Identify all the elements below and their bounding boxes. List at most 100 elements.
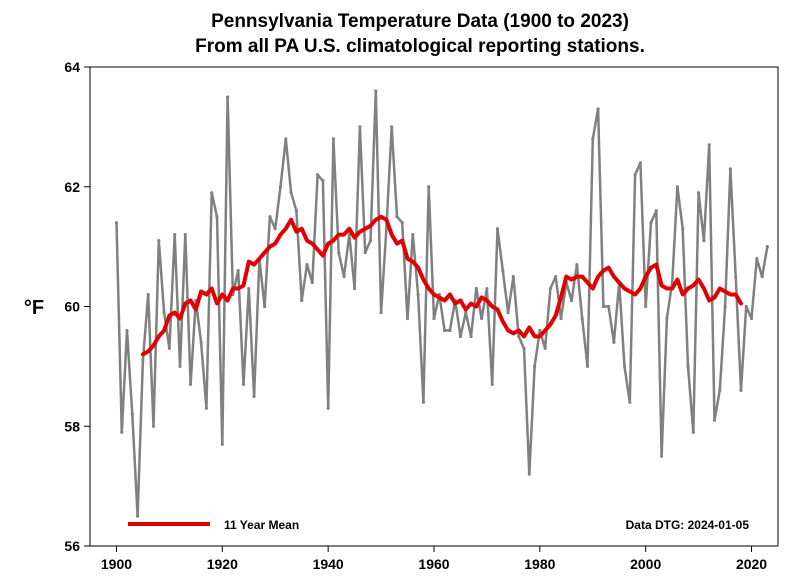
data-point-annual [633, 173, 637, 177]
data-point-annual [400, 221, 404, 225]
y-axis-label: °F [24, 297, 44, 319]
data-point-annual [681, 227, 685, 231]
data-point-annual [114, 221, 119, 225]
data-point-annual [691, 430, 695, 434]
data-point-annual [490, 382, 494, 386]
data-point-annual [395, 215, 399, 219]
data-point-annual [527, 472, 531, 476]
data-point-annual [204, 406, 209, 410]
data-point-annual [300, 298, 304, 303]
data-point-annual [358, 125, 362, 129]
data-point-annual [442, 328, 447, 333]
data-point-annual [294, 209, 298, 213]
y-tick-label: 56 [64, 538, 80, 554]
data-point-annual [342, 274, 346, 279]
data-point-annual [178, 364, 182, 368]
data-point-annual [480, 316, 484, 321]
data-point-annual [654, 209, 658, 213]
data-point-annual [765, 245, 770, 249]
data-point-annual [305, 262, 309, 267]
data-point-annual [538, 328, 542, 333]
data-point-annual [458, 334, 463, 339]
y-tick-label: 60 [64, 299, 80, 315]
data-point-annual [739, 388, 743, 392]
data-point-annual [405, 316, 410, 321]
x-tick-label: 2020 [736, 556, 767, 572]
y-tick-label: 62 [64, 179, 80, 195]
data-point-annual [575, 262, 579, 267]
x-tick-label: 1980 [524, 556, 555, 572]
chart-subtitle: From all PA U.S. climatological reportin… [195, 36, 645, 57]
data-point-annual [728, 167, 732, 171]
data-point-annual [522, 346, 526, 351]
x-tick-label: 2000 [630, 556, 661, 572]
data-point-annual [601, 304, 605, 309]
data-point-annual [760, 274, 764, 279]
data-point-annual [649, 221, 653, 225]
data-point-annual [448, 328, 452, 333]
data-point-annual [659, 454, 664, 458]
data-point-annual [188, 382, 193, 386]
data-point-annual [167, 346, 171, 351]
data-point-annual [734, 274, 738, 279]
x-tick-label: 1940 [313, 556, 344, 572]
data-point-annual [607, 304, 611, 309]
chart-title: Pennsylvania Temperature Data (1900 to 2… [211, 11, 629, 32]
y-axis: 56 58 60 62 64 [64, 59, 90, 554]
data-point-annual [411, 233, 415, 237]
data-point-annual [315, 173, 320, 177]
x-tick-label: 1900 [101, 556, 132, 572]
data-point-annual [421, 400, 426, 404]
data-point-annual [469, 334, 473, 339]
series-line-annual-temperature [115, 89, 769, 518]
data-point-annual [326, 406, 330, 410]
data-point-annual [485, 286, 489, 291]
data-point-annual [183, 233, 187, 237]
data-point-annual [379, 310, 383, 315]
data-point-annual [157, 239, 161, 243]
data-point-annual [268, 215, 272, 219]
data-dtg-annotation: Data DTG: 2024-01-05 [626, 518, 750, 532]
data-point-annual [702, 239, 706, 243]
data-point-annual [591, 137, 595, 141]
data-point-annual [278, 185, 283, 189]
data-point-annual [501, 268, 505, 273]
data-point-annual [755, 257, 759, 261]
data-point-annual [310, 280, 314, 285]
x-tick-label: 1960 [418, 556, 449, 572]
data-point-annual [125, 328, 129, 333]
data-point-annual [215, 215, 219, 219]
data-point-annual [559, 316, 563, 321]
x-axis: 1900 1920 1940 1960 1980 2000 2020 [101, 546, 767, 572]
data-point-annual [675, 185, 680, 189]
data-point-annual [284, 137, 288, 141]
data-point-annual [585, 364, 590, 368]
series-layer [114, 89, 770, 518]
data-point-annual [697, 191, 701, 195]
data-point-annual [210, 191, 214, 195]
data-point-annual [612, 340, 616, 345]
data-point-annual [511, 274, 515, 279]
data-point-annual [596, 107, 600, 111]
data-point-annual [723, 304, 727, 309]
series-line-11-year-mean [140, 214, 743, 357]
data-point-annual [120, 430, 124, 434]
data-point-annual [712, 418, 717, 422]
data-point-annual [464, 310, 468, 315]
data-point-annual [580, 316, 584, 321]
data-point-annual [416, 292, 420, 297]
data-point-annual [644, 304, 648, 309]
data-point-annual [199, 340, 203, 345]
data-point-annual [506, 310, 510, 315]
y-tick-label: 58 [64, 418, 80, 434]
data-point-annual [622, 364, 627, 368]
data-point-annual [130, 412, 134, 416]
data-point-annual [686, 364, 690, 368]
data-point-annual [749, 316, 754, 321]
data-point-annual [548, 286, 553, 291]
data-point-annual [363, 251, 367, 255]
data-point-annual [321, 179, 325, 183]
data-point-annual [353, 286, 357, 291]
data-point-annual [374, 89, 378, 93]
